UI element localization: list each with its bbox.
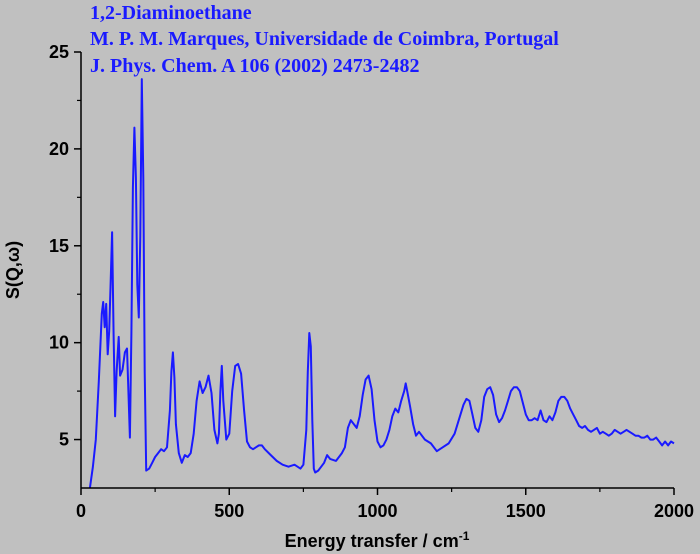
x-axis-label-text: Energy transfer / cm [285,531,459,551]
y-tick-label-15: 15 [49,236,69,256]
y-tick-label-25: 25 [49,42,69,62]
axes [80,52,674,489]
x-axis-label-superscript: -1 [459,529,470,543]
title-line-1: 1,2-Diaminoethane [90,2,252,24]
title-line-2: M. P. M. Marques, Universidade de Coimbr… [90,28,559,50]
y-tick-label-10: 10 [49,333,69,353]
y-tick-label-20: 20 [49,139,69,159]
y-tick-label-5: 5 [59,430,69,450]
x-tick-label-0: 0 [76,501,86,521]
x-tick-label-500: 500 [214,501,244,521]
x-tick-label-2000: 2000 [654,501,694,521]
series-line-0 [88,78,675,489]
x-axis-label: Energy transfer / cm-1 [285,529,470,551]
plot-area [88,78,675,489]
title-line-3: J. Phys. Chem. A 106 (2002) 2473-2482 [90,55,419,77]
x-tick-label-1000: 1000 [357,501,397,521]
x-tick-label-1500: 1500 [506,501,546,521]
tick-labels: 0 500 1000 1500 2000 5 10 15 20 25 [49,42,694,521]
tick-marks [74,51,675,495]
y-axis-label: S(Q,ω) [3,241,23,299]
chart-title: 1,2-Diaminoethane M. P. M. Marques, Univ… [90,2,559,77]
